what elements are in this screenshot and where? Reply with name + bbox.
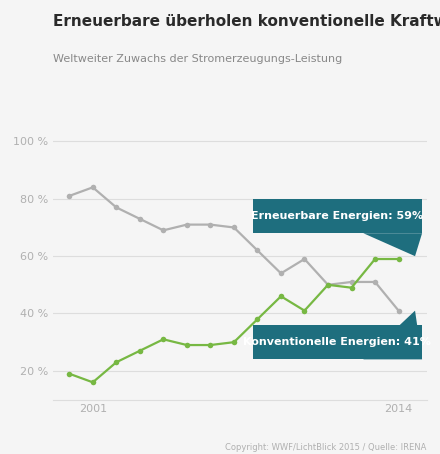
Text: Konventionelle Energien: 41%: Konventionelle Energien: 41% (243, 337, 431, 347)
Text: Copyright: WWF/LichtBlick 2015 / Quelle: IRENA: Copyright: WWF/LichtBlick 2015 / Quelle:… (225, 443, 427, 452)
FancyBboxPatch shape (253, 325, 422, 360)
Text: Weltweiter Zuwachs der Stromerzeugungs-Leistung: Weltweiter Zuwachs der Stromerzeugungs-L… (53, 54, 342, 64)
Polygon shape (363, 233, 422, 256)
Text: Erneuerbare Energien: 59%: Erneuerbare Energien: 59% (251, 211, 423, 221)
FancyBboxPatch shape (253, 199, 422, 233)
Polygon shape (363, 311, 422, 360)
Text: Erneuerbare überholen konventionelle Kraftwerke: Erneuerbare überholen konventionelle Kra… (53, 14, 440, 29)
